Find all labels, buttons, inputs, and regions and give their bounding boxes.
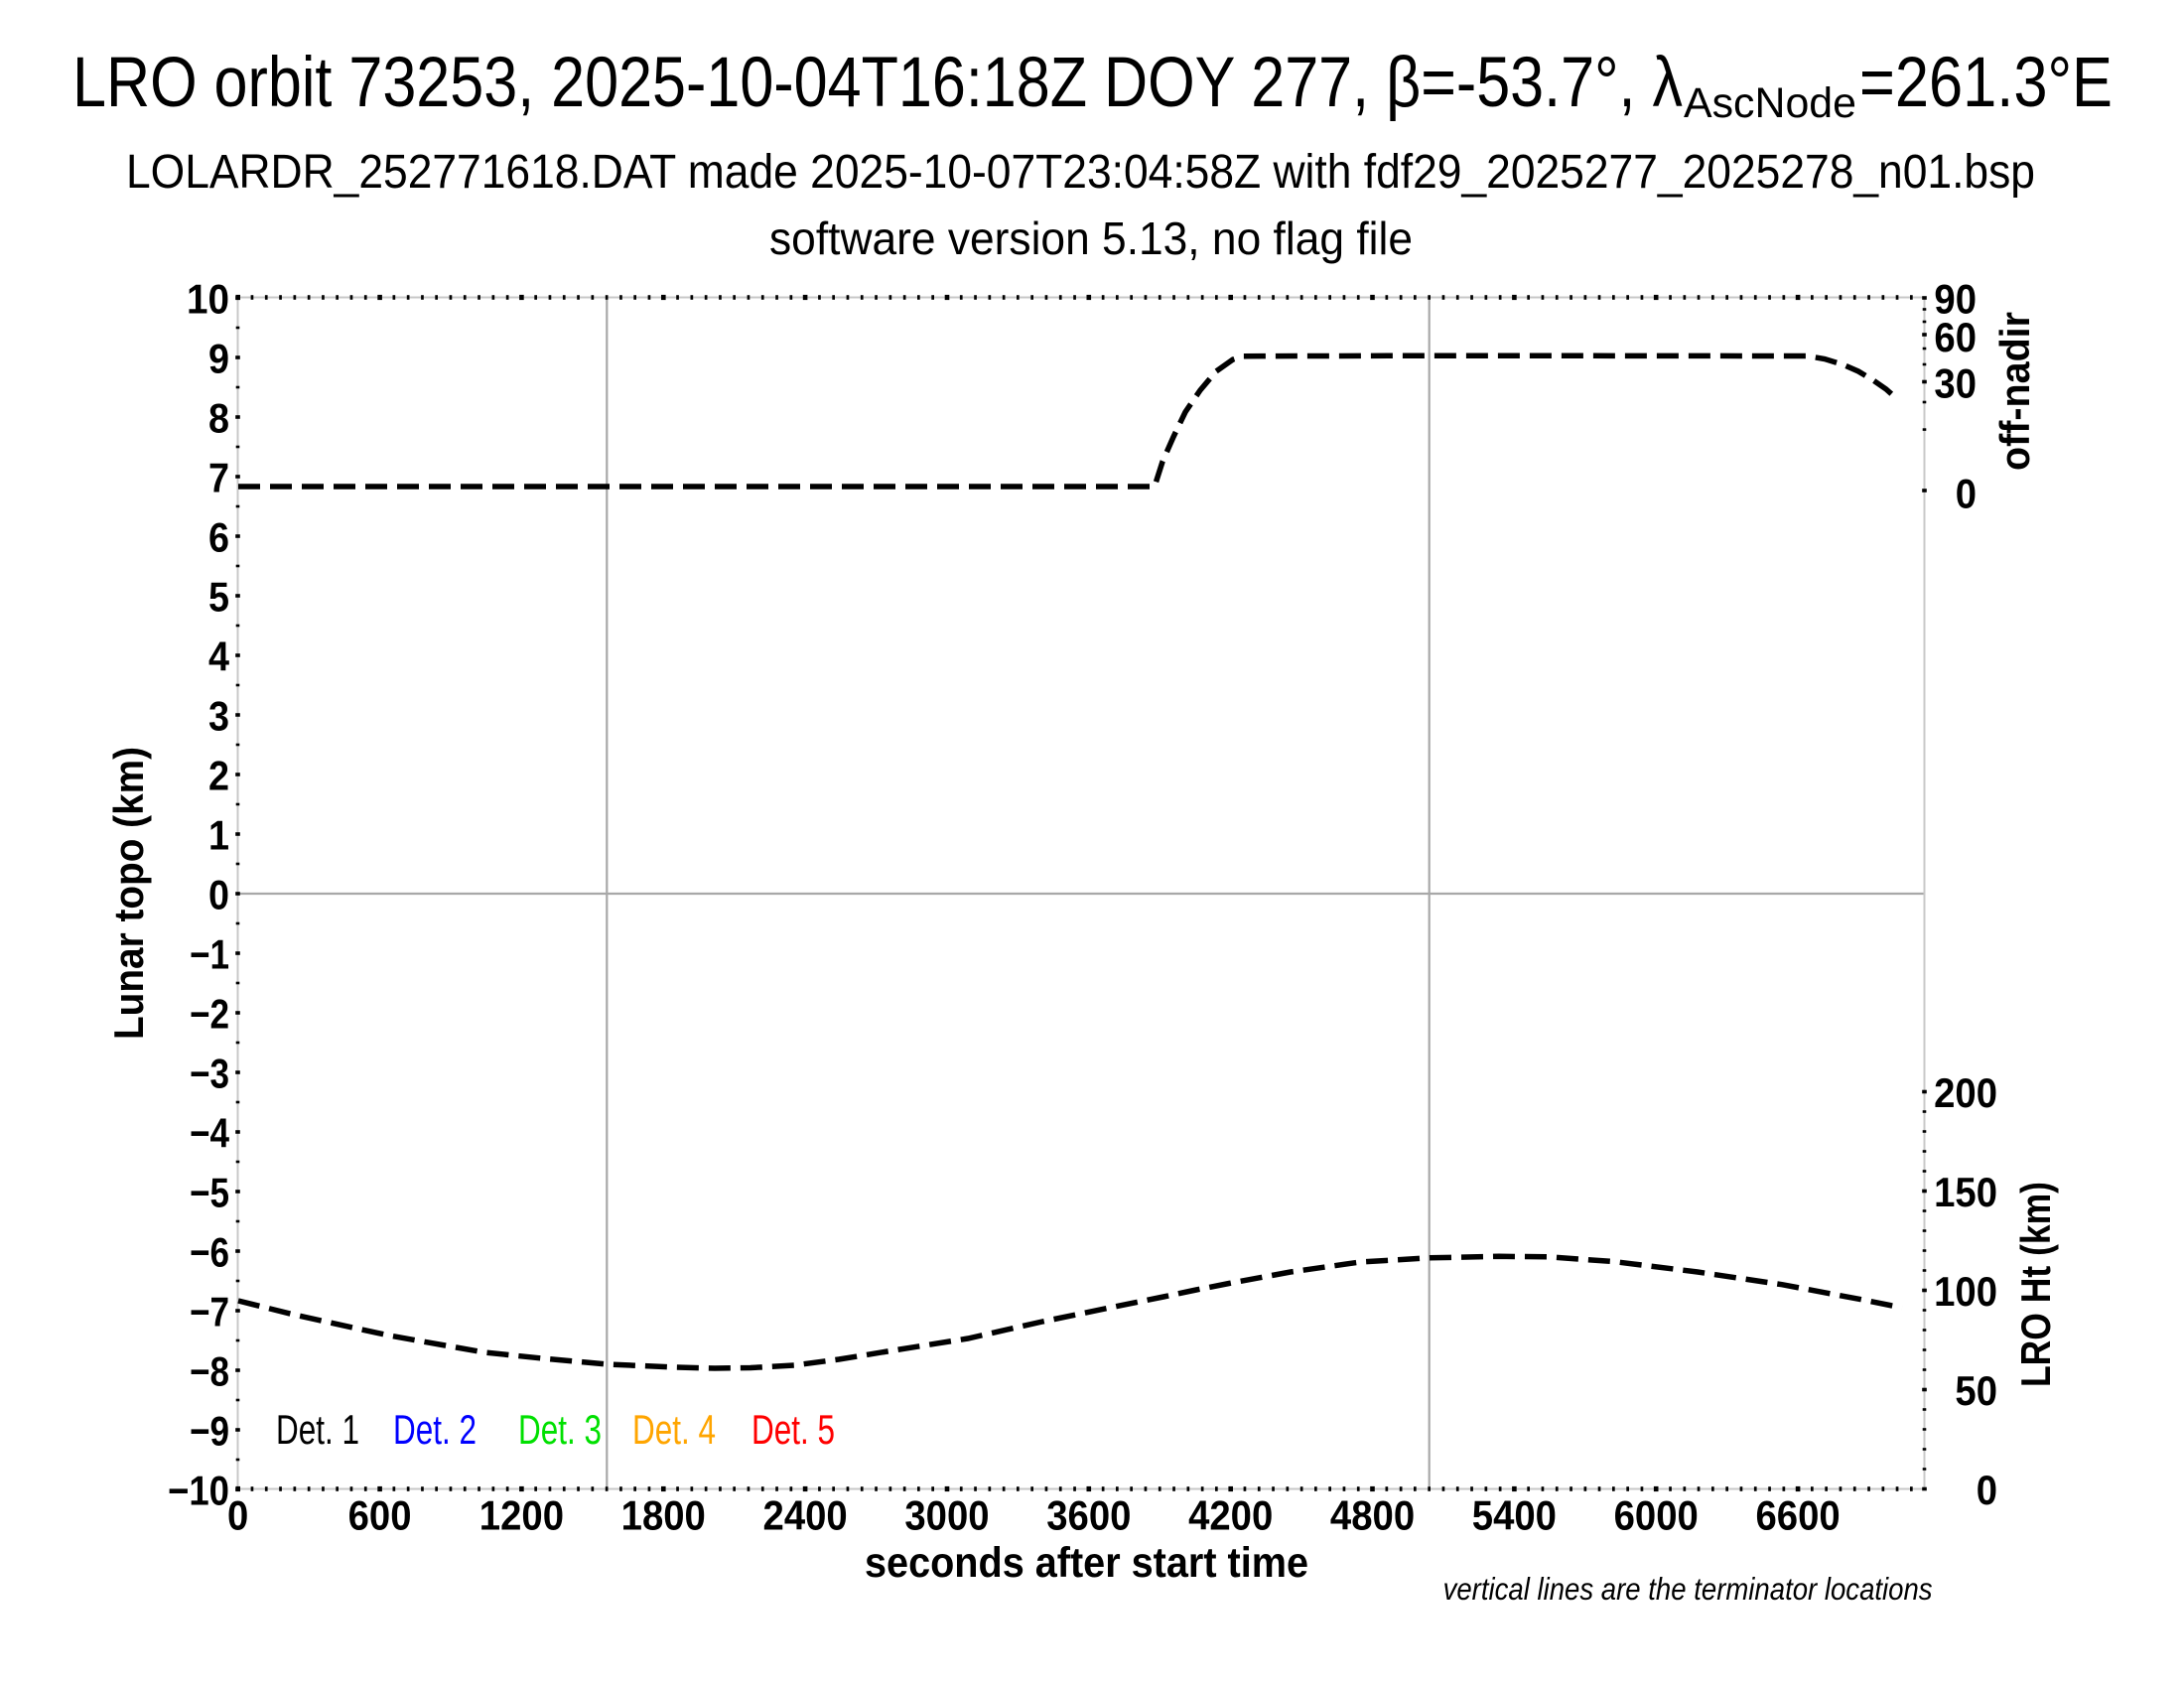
svg-text:0: 0: [227, 1492, 248, 1539]
svg-text:4800: 4800: [1330, 1492, 1415, 1539]
svg-text:7: 7: [208, 454, 229, 500]
svg-text:0: 0: [1956, 471, 1977, 517]
svg-text:−2: −2: [190, 990, 229, 1037]
svg-text:0: 0: [208, 871, 229, 917]
svg-text:Det. 2: Det. 2: [393, 1406, 477, 1453]
svg-text:Det. 4: Det. 4: [632, 1406, 716, 1453]
svg-text:LOLARDR_252771618.DAT made 202: LOLARDR_252771618.DAT made 2025-10-07T23…: [126, 146, 2035, 199]
svg-text:3600: 3600: [1046, 1492, 1131, 1539]
svg-text:200: 200: [1934, 1069, 1997, 1116]
svg-text:100: 100: [1934, 1268, 1997, 1315]
svg-text:1: 1: [208, 811, 229, 858]
svg-text:600: 600: [348, 1492, 412, 1539]
svg-text:2400: 2400: [763, 1492, 848, 1539]
svg-text:4: 4: [208, 633, 230, 679]
svg-text:−4: −4: [190, 1109, 230, 1156]
svg-text:LRO Ht (km): LRO Ht (km): [2012, 1182, 2059, 1387]
svg-text:3000: 3000: [904, 1492, 989, 1539]
svg-text:150: 150: [1934, 1169, 1997, 1215]
svg-text:2: 2: [208, 752, 229, 798]
svg-text:3: 3: [208, 692, 229, 739]
svg-text:60: 60: [1934, 314, 1977, 360]
svg-text:=261.3°E: =261.3°E: [1859, 44, 2113, 122]
svg-text:8: 8: [208, 394, 229, 441]
svg-text:4200: 4200: [1188, 1492, 1273, 1539]
svg-text:seconds after start time: seconds after start time: [865, 1539, 1308, 1587]
svg-text:vertical lines are the termina: vertical lines are the terminator locati…: [1443, 1571, 1933, 1607]
svg-text:90: 90: [1934, 276, 1977, 323]
svg-text:6: 6: [208, 513, 229, 560]
svg-text:−7: −7: [190, 1288, 229, 1335]
svg-text:5: 5: [208, 573, 229, 620]
svg-text:LRO orbit 73253, 2025-10-04T16: LRO orbit 73253, 2025-10-04T16:18Z DOY 2…: [72, 44, 1683, 122]
svg-text:−1: −1: [190, 930, 229, 977]
svg-text:6000: 6000: [1614, 1492, 1699, 1539]
svg-text:off-nadir: off-nadir: [1991, 312, 2038, 471]
svg-text:−9: −9: [190, 1407, 229, 1454]
svg-text:6600: 6600: [1755, 1492, 1840, 1539]
svg-text:Lunar topo (km): Lunar topo (km): [105, 747, 152, 1040]
svg-text:AscNode: AscNode: [1684, 79, 1856, 127]
svg-text:5400: 5400: [1472, 1492, 1557, 1539]
svg-text:30: 30: [1934, 360, 1977, 407]
svg-text:−6: −6: [190, 1228, 229, 1275]
svg-text:−5: −5: [190, 1169, 229, 1215]
svg-text:50: 50: [1955, 1367, 1997, 1414]
svg-text:software version 5.13, no flag: software version 5.13, no flag file: [769, 212, 1413, 264]
svg-text:0: 0: [1977, 1467, 1997, 1513]
svg-text:−8: −8: [190, 1347, 229, 1394]
svg-text:Det. 3: Det. 3: [518, 1406, 602, 1453]
svg-text:Det. 5: Det. 5: [751, 1406, 835, 1453]
svg-text:−3: −3: [190, 1050, 229, 1096]
svg-text:−10: −10: [168, 1467, 229, 1513]
svg-text:10: 10: [187, 275, 229, 322]
svg-text:1200: 1200: [479, 1492, 564, 1539]
svg-text:Det. 1: Det. 1: [276, 1406, 359, 1453]
svg-text:1800: 1800: [621, 1492, 706, 1539]
svg-text:9: 9: [208, 335, 229, 381]
